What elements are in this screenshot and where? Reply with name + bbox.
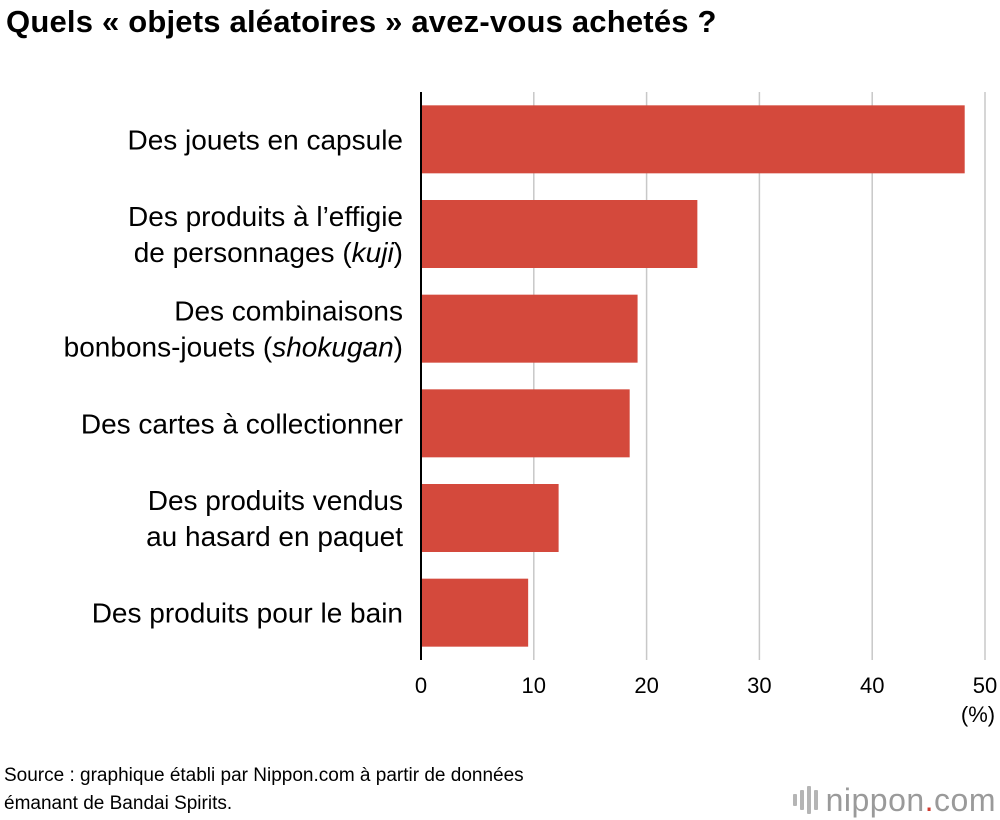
bar <box>421 389 630 458</box>
category-label: Des produits vendus au hasard en paquet <box>146 485 403 552</box>
bar <box>421 294 638 363</box>
x-tick-label: 0 <box>415 673 427 698</box>
gridlines <box>533 92 986 660</box>
bar <box>421 484 559 552</box>
x-tick-label: 40 <box>860 673 884 698</box>
bar <box>421 105 965 174</box>
bar <box>421 200 698 268</box>
x-tick-label: 10 <box>522 673 546 698</box>
x-axis-ticks: 0 10 20 30 40 50 (%) <box>415 673 997 727</box>
bars <box>421 105 965 647</box>
category-label: Des jouets en capsule <box>127 124 403 155</box>
nippon-logo: nippon.com <box>792 780 996 820</box>
category-label: Des produits à l’effigie de personnages (… <box>128 201 403 268</box>
bar-chart: Des jouets en capsule Des produits à l’ef… <box>64 92 997 727</box>
category-label: Des combinaisons bonbons-jouets (shokugan… <box>64 296 403 363</box>
x-axis-unit-label: (%) <box>961 702 995 727</box>
category-label: Des produits pour le bain <box>92 598 403 629</box>
bar <box>421 578 529 647</box>
source-line-2: émanant de Bandai Spirits. <box>4 793 233 814</box>
source-line-1: Source : graphique établi par Nippon.com… <box>4 765 524 786</box>
category-labels: Des jouets en capsule Des produits à l’ef… <box>64 124 404 628</box>
source-note: Source : graphique établi par Nippon.com… <box>4 762 524 818</box>
x-tick-label: 30 <box>747 673 771 698</box>
x-tick-label: 50 <box>973 673 997 698</box>
chart-title: Quels « objets aléatoires » avez-vous ac… <box>6 4 717 39</box>
nippon-bars-icon <box>792 786 818 814</box>
category-label: Des cartes à collectionner <box>81 408 403 439</box>
x-tick-label: 20 <box>634 673 658 698</box>
logo-text: nippon.com <box>825 781 996 818</box>
